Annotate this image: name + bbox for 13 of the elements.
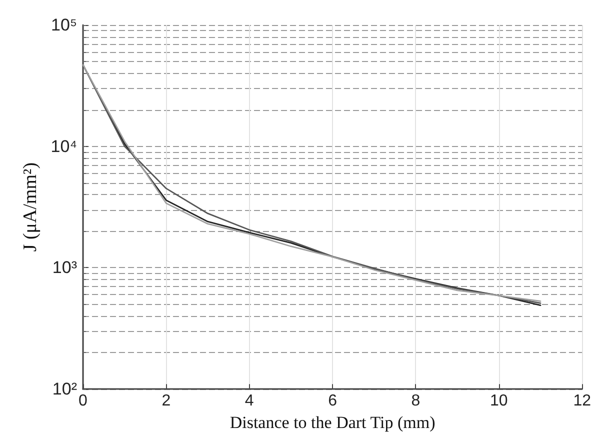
y-tick-label: 10⁵ (51, 16, 77, 34)
x-tick-label: 10 (490, 392, 508, 410)
y-axis-title: J (μA/mm²) (20, 162, 41, 252)
x-tick-label: 6 (328, 392, 338, 410)
x-axis-title: Distance to the Dart Tip (mm) (230, 413, 436, 432)
x-tick-label: 0 (78, 392, 88, 410)
y-tick-label: 10² (52, 380, 78, 399)
x-tick-label: 2 (162, 392, 171, 410)
y-tick-label: 10³ (52, 258, 78, 278)
y-tick-label: 10⁴ (50, 136, 77, 156)
x-tick-label: 12 (573, 392, 592, 410)
x-tick-label: 8 (411, 392, 420, 410)
x-tick-label: 4 (244, 392, 254, 410)
